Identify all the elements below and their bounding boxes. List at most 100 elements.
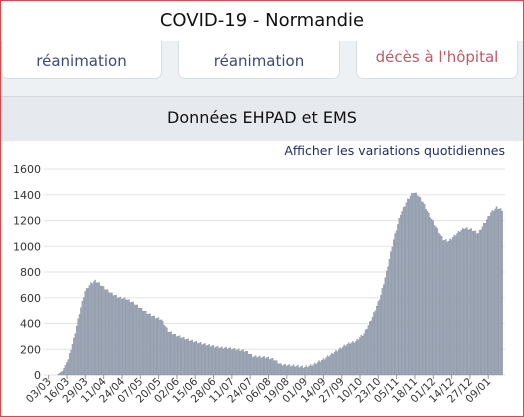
- chart-bar[interactable]: [294, 366, 296, 376]
- chart-bar[interactable]: [256, 357, 258, 376]
- chart-bar[interactable]: [257, 356, 260, 376]
- chart-bar[interactable]: [102, 286, 105, 376]
- chart-bar[interactable]: [188, 341, 191, 376]
- chart-bar[interactable]: [176, 336, 178, 376]
- chart-bar[interactable]: [328, 356, 330, 376]
- chart-bar[interactable]: [168, 331, 171, 376]
- chart-bar[interactable]: [315, 364, 317, 376]
- chart-bar[interactable]: [469, 229, 471, 376]
- chart-bar[interactable]: [264, 358, 267, 376]
- chart-bar[interactable]: [425, 209, 427, 376]
- chart-bar[interactable]: [80, 307, 82, 376]
- chart-bar[interactable]: [347, 342, 350, 376]
- chart-bar[interactable]: [104, 289, 106, 376]
- chart-bar[interactable]: [233, 347, 236, 376]
- chart-bar[interactable]: [115, 295, 117, 376]
- chart-bar[interactable]: [84, 291, 86, 376]
- chart-bar[interactable]: [212, 345, 215, 376]
- chart-bar[interactable]: [260, 357, 262, 376]
- chart-bar[interactable]: [114, 295, 116, 376]
- chart-bar[interactable]: [192, 342, 195, 376]
- chart-bar[interactable]: [195, 340, 198, 376]
- chart-bar[interactable]: [392, 239, 395, 376]
- chart-bar[interactable]: [432, 220, 434, 376]
- chart-bar[interactable]: [205, 345, 208, 376]
- chart-bar[interactable]: [333, 352, 336, 376]
- chart-bar[interactable]: [156, 317, 158, 376]
- chart-bar[interactable]: [431, 219, 433, 376]
- chart-bar[interactable]: [261, 357, 264, 376]
- chart-bar[interactable]: [483, 223, 485, 376]
- chart-bar[interactable]: [77, 318, 79, 376]
- chart-bar[interactable]: [152, 316, 154, 376]
- chart-bar[interactable]: [76, 325, 78, 376]
- chart-bar[interactable]: [353, 342, 355, 376]
- chart-bar[interactable]: [230, 349, 233, 376]
- chart-bar[interactable]: [180, 338, 182, 376]
- chart-bar[interactable]: [252, 357, 254, 376]
- chart-bar[interactable]: [283, 364, 285, 376]
- chart-bar[interactable]: [91, 283, 93, 376]
- chart-bar[interactable]: [135, 304, 137, 376]
- chart-bar[interactable]: [414, 192, 416, 376]
- chart-bar[interactable]: [266, 357, 268, 376]
- chart-bar[interactable]: [356, 339, 358, 376]
- chart-bar[interactable]: [269, 359, 271, 376]
- chart-bar[interactable]: [421, 201, 423, 376]
- chart-bar[interactable]: [308, 365, 310, 376]
- chart-bar[interactable]: [297, 365, 299, 376]
- chart-bar[interactable]: [325, 357, 327, 376]
- chart-bar[interactable]: [429, 217, 432, 376]
- chart-bar[interactable]: [123, 297, 126, 376]
- chart-bar[interactable]: [225, 346, 227, 376]
- chart-bar[interactable]: [153, 315, 155, 376]
- chart-bar[interactable]: [216, 346, 219, 376]
- chart-bar[interactable]: [381, 288, 384, 376]
- chart-bar[interactable]: [287, 365, 289, 376]
- chart-bar[interactable]: [346, 343, 348, 376]
- chart-bar[interactable]: [278, 363, 281, 376]
- chart-bar[interactable]: [64, 365, 67, 376]
- chart-bar[interactable]: [85, 288, 88, 376]
- chart-bar[interactable]: [443, 239, 446, 376]
- chart-bar[interactable]: [198, 342, 201, 376]
- chart-bar[interactable]: [246, 351, 248, 376]
- chart-bar[interactable]: [370, 320, 372, 376]
- chart-bar[interactable]: [98, 282, 100, 376]
- chart-bar[interactable]: [402, 207, 405, 376]
- chart-bar[interactable]: [221, 346, 223, 376]
- chart-bar[interactable]: [449, 238, 451, 376]
- chart-bar[interactable]: [395, 230, 398, 376]
- chart-bar[interactable]: [140, 307, 143, 376]
- chart-bar[interactable]: [307, 367, 309, 376]
- chart-bar[interactable]: [170, 331, 172, 376]
- chart-bar[interactable]: [342, 346, 344, 376]
- chart-bar[interactable]: [125, 299, 127, 376]
- chart-bar[interactable]: [456, 233, 458, 376]
- chart-bar[interactable]: [478, 229, 481, 376]
- chart-bar[interactable]: [166, 327, 168, 376]
- chart-bar[interactable]: [332, 354, 334, 376]
- chart-bar[interactable]: [92, 281, 95, 376]
- chart-bar[interactable]: [345, 345, 347, 376]
- chart-bar[interactable]: [181, 337, 184, 376]
- chart-bar[interactable]: [311, 366, 313, 376]
- chart-bar[interactable]: [247, 354, 250, 376]
- chart-bar[interactable]: [454, 235, 457, 376]
- chart-bar[interactable]: [481, 226, 484, 376]
- chart-bar[interactable]: [187, 338, 189, 376]
- chart-bar[interactable]: [70, 350, 72, 376]
- chart-bar[interactable]: [94, 279, 96, 376]
- chart-bar[interactable]: [369, 321, 371, 376]
- chart-bar[interactable]: [253, 356, 255, 376]
- chart-bar[interactable]: [122, 298, 124, 376]
- chart-bar[interactable]: [226, 349, 229, 376]
- chart-bar[interactable]: [498, 208, 501, 376]
- chart-bar[interactable]: [199, 342, 202, 376]
- chart-bar[interactable]: [81, 301, 84, 376]
- chart-bar[interactable]: [67, 359, 70, 376]
- chart-bar[interactable]: [397, 224, 399, 376]
- chart-bar[interactable]: [273, 360, 275, 376]
- chart-bar[interactable]: [95, 282, 98, 376]
- chart-bar[interactable]: [422, 202, 424, 376]
